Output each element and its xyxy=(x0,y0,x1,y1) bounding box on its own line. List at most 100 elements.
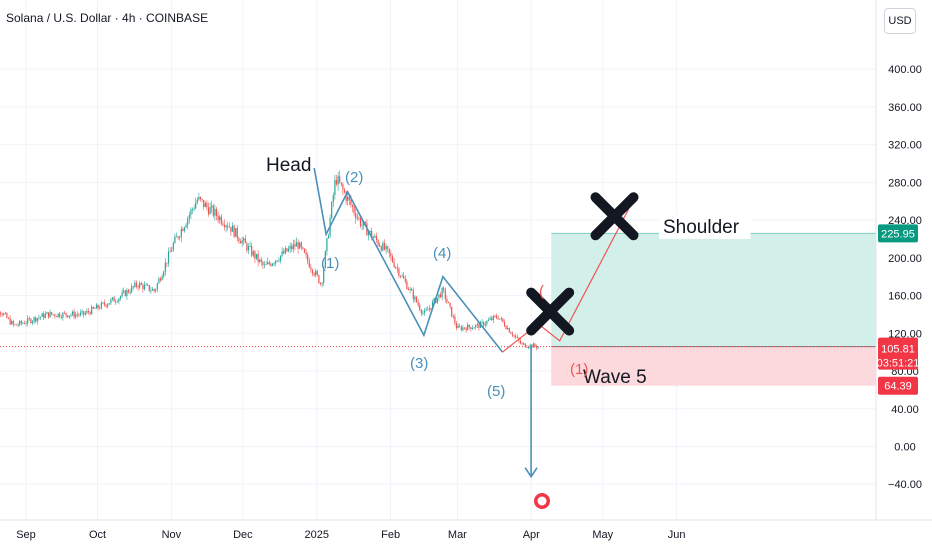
candle-body xyxy=(516,337,518,338)
candle-body xyxy=(150,290,152,292)
candle-body xyxy=(345,192,347,201)
label-head[interactable]: Head xyxy=(266,155,311,176)
price-axis[interactable]: 400.00 360.00 320.00 280.00 240.00 200.00 160.… xyxy=(875,0,932,550)
currency-button[interactable]: USD xyxy=(884,8,916,34)
candle-body xyxy=(537,346,539,348)
candle-body xyxy=(443,288,445,290)
candle-body xyxy=(148,285,150,291)
candle-body xyxy=(227,225,229,228)
candle-body xyxy=(483,321,485,326)
candle-body xyxy=(231,225,234,232)
candle-body xyxy=(238,238,240,242)
candle-body xyxy=(484,323,486,326)
label-w2[interactable]: (2) xyxy=(345,169,363,186)
candle-body xyxy=(172,243,174,251)
label-proj2[interactable]: (1) xyxy=(570,361,588,378)
candle-body xyxy=(311,269,314,274)
target-price-badge xyxy=(878,224,918,243)
candle-body xyxy=(379,244,381,247)
candle-body xyxy=(430,307,432,309)
candle-body xyxy=(25,323,27,324)
candle-body xyxy=(151,289,154,291)
candle-body xyxy=(505,326,507,330)
candle-body xyxy=(145,284,147,286)
candle-body xyxy=(41,313,43,317)
candle-body xyxy=(462,327,464,331)
candle-body xyxy=(348,196,350,200)
stop-zone[interactable] xyxy=(551,346,876,386)
label-proj1[interactable]: ( xyxy=(539,283,544,300)
candle-body xyxy=(391,256,394,263)
candle-body xyxy=(295,242,298,247)
candle-body xyxy=(356,217,358,219)
candle-body xyxy=(84,312,86,315)
label-shoulder[interactable]: Shoulder xyxy=(663,217,740,238)
candle-body xyxy=(119,296,122,299)
candle-body xyxy=(497,317,499,320)
candle-body xyxy=(22,322,24,324)
candle-body xyxy=(63,312,66,314)
candle-body xyxy=(235,228,237,237)
target-zone[interactable] xyxy=(551,233,876,347)
candle-body xyxy=(198,197,200,200)
label-w4[interactable]: (4) xyxy=(433,245,451,262)
candle-body xyxy=(126,290,128,297)
candle-body xyxy=(167,251,170,264)
candle-body xyxy=(289,246,291,249)
candle-body xyxy=(361,225,363,227)
candle-body xyxy=(321,282,323,284)
candle-body xyxy=(342,184,344,190)
candle-body xyxy=(27,318,29,324)
candle-body xyxy=(399,275,402,277)
candle-body xyxy=(132,286,134,287)
projection-path[interactable] xyxy=(502,208,630,353)
candle-body xyxy=(139,282,141,288)
candle-body xyxy=(324,251,326,269)
candle-body xyxy=(143,284,146,290)
candle-body xyxy=(433,298,435,302)
candle-body xyxy=(254,251,256,259)
candle-body xyxy=(113,297,115,302)
x-tick-label: Oct xyxy=(89,529,106,541)
candle-body xyxy=(451,306,453,317)
candle-body xyxy=(135,282,138,287)
label-w3[interactable]: (3) xyxy=(410,355,428,372)
position-zones xyxy=(0,232,876,386)
candle-body xyxy=(340,182,342,185)
candle-body xyxy=(267,262,269,265)
candle-body xyxy=(95,304,98,309)
candle-body xyxy=(326,238,328,252)
x-mark[interactable] xyxy=(590,192,639,241)
time-axis[interactable]: Sep Oct Nov Dec 2025 Feb Mar Apr May Jun xyxy=(0,519,932,541)
candle-body xyxy=(487,319,490,321)
candle-body xyxy=(523,343,525,345)
label-w1[interactable]: (1) xyxy=(321,255,339,272)
candle-body xyxy=(334,179,336,196)
candle-body xyxy=(531,344,533,348)
candle-body xyxy=(371,230,373,238)
candle-body xyxy=(57,313,59,317)
y-tick-label: 240.00 xyxy=(888,215,922,227)
candle-body xyxy=(12,320,14,325)
candle-body xyxy=(83,311,85,315)
candle-body xyxy=(209,207,211,215)
candle-body xyxy=(351,204,354,208)
x-tick-label: Nov xyxy=(162,529,182,541)
candle-body xyxy=(108,303,110,305)
candle-body xyxy=(284,248,286,254)
candle-body xyxy=(369,230,371,233)
candle-body xyxy=(233,225,235,237)
candle-body xyxy=(393,262,395,268)
candle-body xyxy=(182,228,184,231)
label-w5[interactable]: (5) xyxy=(487,383,505,400)
candle-body xyxy=(185,224,187,228)
label-wave5[interactable]: Wave 5 xyxy=(583,367,647,388)
candle-body xyxy=(161,276,163,281)
wave-path[interactable] xyxy=(313,168,504,353)
x-mark[interactable] xyxy=(526,287,575,336)
candle-body xyxy=(103,302,106,305)
candle-body xyxy=(468,324,470,328)
candle-body xyxy=(492,315,494,321)
